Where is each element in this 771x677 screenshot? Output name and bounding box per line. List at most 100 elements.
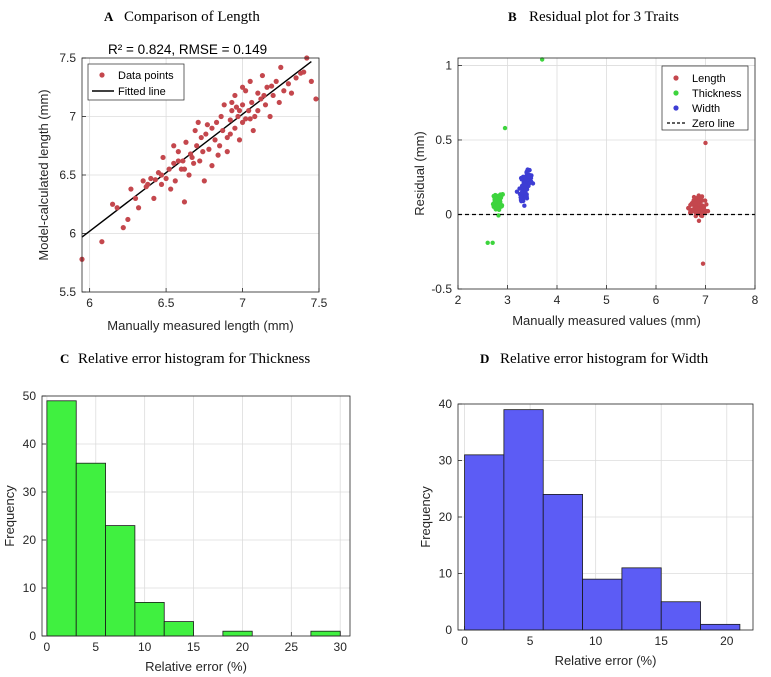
panel-d-bar	[700, 623, 741, 631]
panel-d-ytick-label: 0	[445, 623, 452, 637]
panel-b-point-width	[514, 189, 520, 194]
panel-b-xtick-label: 7	[702, 293, 709, 307]
panel-a-data-point	[99, 239, 105, 245]
panel-b-point-width	[522, 182, 528, 188]
panel-a-data-point	[203, 131, 209, 137]
panel-a-data-point	[158, 172, 165, 178]
panel-b-xlabel: Manually measured values (mm)	[512, 313, 701, 328]
panel-c-ytick-label: 10	[23, 581, 37, 595]
panel-c-title: Relative error histogram for Thickness	[78, 351, 310, 367]
panel-a-xtick-label: 6.5	[158, 296, 175, 310]
panel-b-point-length	[686, 205, 691, 211]
panel-b-ylabel: Residual (mm)	[412, 131, 427, 216]
panel-a-data-point	[158, 181, 165, 187]
panel-a-data-point	[278, 64, 284, 70]
panel-b-point-length	[703, 140, 708, 146]
panel-c-bar	[310, 630, 341, 637]
panel-b-letter: B	[508, 9, 517, 24]
panel-a-data-point	[109, 201, 116, 207]
panel-d-ytick-label: 20	[439, 510, 453, 524]
panel-a-data-point	[288, 90, 295, 96]
panel-a-letter: A	[104, 9, 114, 24]
panel-b-point-width	[519, 177, 524, 182]
panel-d-ytick-label: 10	[439, 567, 453, 581]
panel-a-data-point	[194, 143, 200, 149]
panel-a-data-point	[152, 177, 158, 183]
panel-d-bar	[542, 493, 583, 631]
panel-b-legend-label: Thickness	[692, 88, 742, 100]
panel-b-xtick-label: 6	[653, 293, 660, 307]
panel-d-frame	[457, 403, 754, 631]
panel-a-data-point	[209, 125, 215, 131]
panel-a-data-point	[114, 205, 120, 211]
panel-a-data-point	[212, 137, 218, 143]
panel-b-point-width	[524, 169, 529, 174]
panel-b-legend-label: Zero line	[692, 118, 735, 130]
panel-a-data-point	[166, 166, 172, 172]
panel-c-ytick-label: 50	[23, 389, 37, 403]
panel-a-data-point	[285, 81, 292, 87]
panel-a-data-point	[308, 78, 314, 84]
panel-a-data-point	[246, 108, 252, 114]
panel-a-xtick-label: 6	[86, 296, 93, 310]
panel-c-ytick-label: 40	[23, 437, 37, 451]
panel-a-data-point	[232, 125, 238, 131]
panel-b-legend-label: Width	[692, 103, 720, 115]
panel-c-xtick-label: 10	[138, 640, 152, 654]
panel-b-xtick-label: 3	[504, 293, 511, 307]
panel-d-bar	[464, 454, 505, 631]
panel-a-data-point	[229, 99, 235, 106]
panel-b-point-width	[527, 181, 532, 186]
panel-a-data-point	[239, 102, 246, 108]
panel-a-data-point	[259, 72, 266, 79]
panel-a-data-point	[264, 84, 270, 90]
panel-d-bar	[582, 578, 623, 631]
panel-a-data-point	[269, 83, 275, 89]
panel-a-ytick-label: 6	[69, 227, 76, 241]
panel-a-ytick-label: 6.5	[59, 168, 76, 182]
panel-a-data-point	[192, 127, 198, 134]
panel-a-data-point	[252, 113, 258, 120]
panel-b-point-length	[700, 261, 706, 266]
panel-a-data-point	[189, 154, 195, 161]
panel-a-data-point	[270, 92, 276, 99]
panel-c-ytick-label: 0	[29, 629, 36, 643]
panel-a-data-point	[232, 92, 238, 99]
panel-a-data-point	[301, 69, 307, 75]
panel-a-data-point	[249, 99, 255, 106]
panel-a-data-point	[224, 149, 230, 155]
panel-b-point-thickness	[499, 204, 504, 209]
panel-c-xtick-label: 5	[92, 640, 99, 654]
panel-a-data-point	[247, 116, 253, 122]
panel-a-data-point	[293, 75, 299, 81]
panel-a-data-point	[281, 88, 287, 94]
panel-c-ylabel: Frequency	[2, 485, 17, 547]
panel-b-point-length	[696, 193, 701, 198]
panel-b-point-thickness	[485, 240, 490, 245]
panel-d-xtick-label: 15	[655, 634, 669, 648]
panel-d-xtick-label: 0	[461, 634, 468, 648]
panel-a-legend-marker	[99, 72, 105, 78]
panel-a-xtick-label: 7	[239, 296, 246, 310]
panel-a-chart: 6 6.5 7 7.5 5.5 6 6.5 7 7.5 Data points Fitted lin…	[36, 51, 328, 333]
panel-a-data-point	[145, 181, 151, 187]
panel-a-data-point	[181, 199, 188, 205]
panel-a-data-point	[213, 119, 220, 125]
panel-a-data-point	[186, 172, 192, 178]
panel-a-annotation: R² = 0.824, RMSE = 0.149	[108, 42, 267, 57]
panel-a-data-point	[175, 158, 181, 164]
panel-a-data-point	[221, 102, 227, 108]
panel-c-bar	[163, 621, 194, 637]
panel-a-data-point	[229, 108, 235, 114]
panel-a-data-point	[218, 113, 224, 120]
panel-a-data-point	[135, 205, 142, 211]
panel-b-chart: 2 3 4 5 6 7 8 -0.5 0 0.5 1 Length Thickness Width Zero…	[412, 57, 759, 328]
panel-a-ytick-label: 7	[69, 110, 76, 124]
panel-a-data-point	[120, 225, 126, 231]
panel-b-legend-marker	[673, 75, 679, 81]
panel-a-data-point	[204, 122, 210, 128]
panel-a-data-point	[236, 108, 243, 114]
panel-b-point-thickness	[496, 213, 501, 218]
panel-c-chart: 0 5 10 15 20 25 30 0 10 20 30 40 50 Relative error (%…	[2, 389, 351, 674]
